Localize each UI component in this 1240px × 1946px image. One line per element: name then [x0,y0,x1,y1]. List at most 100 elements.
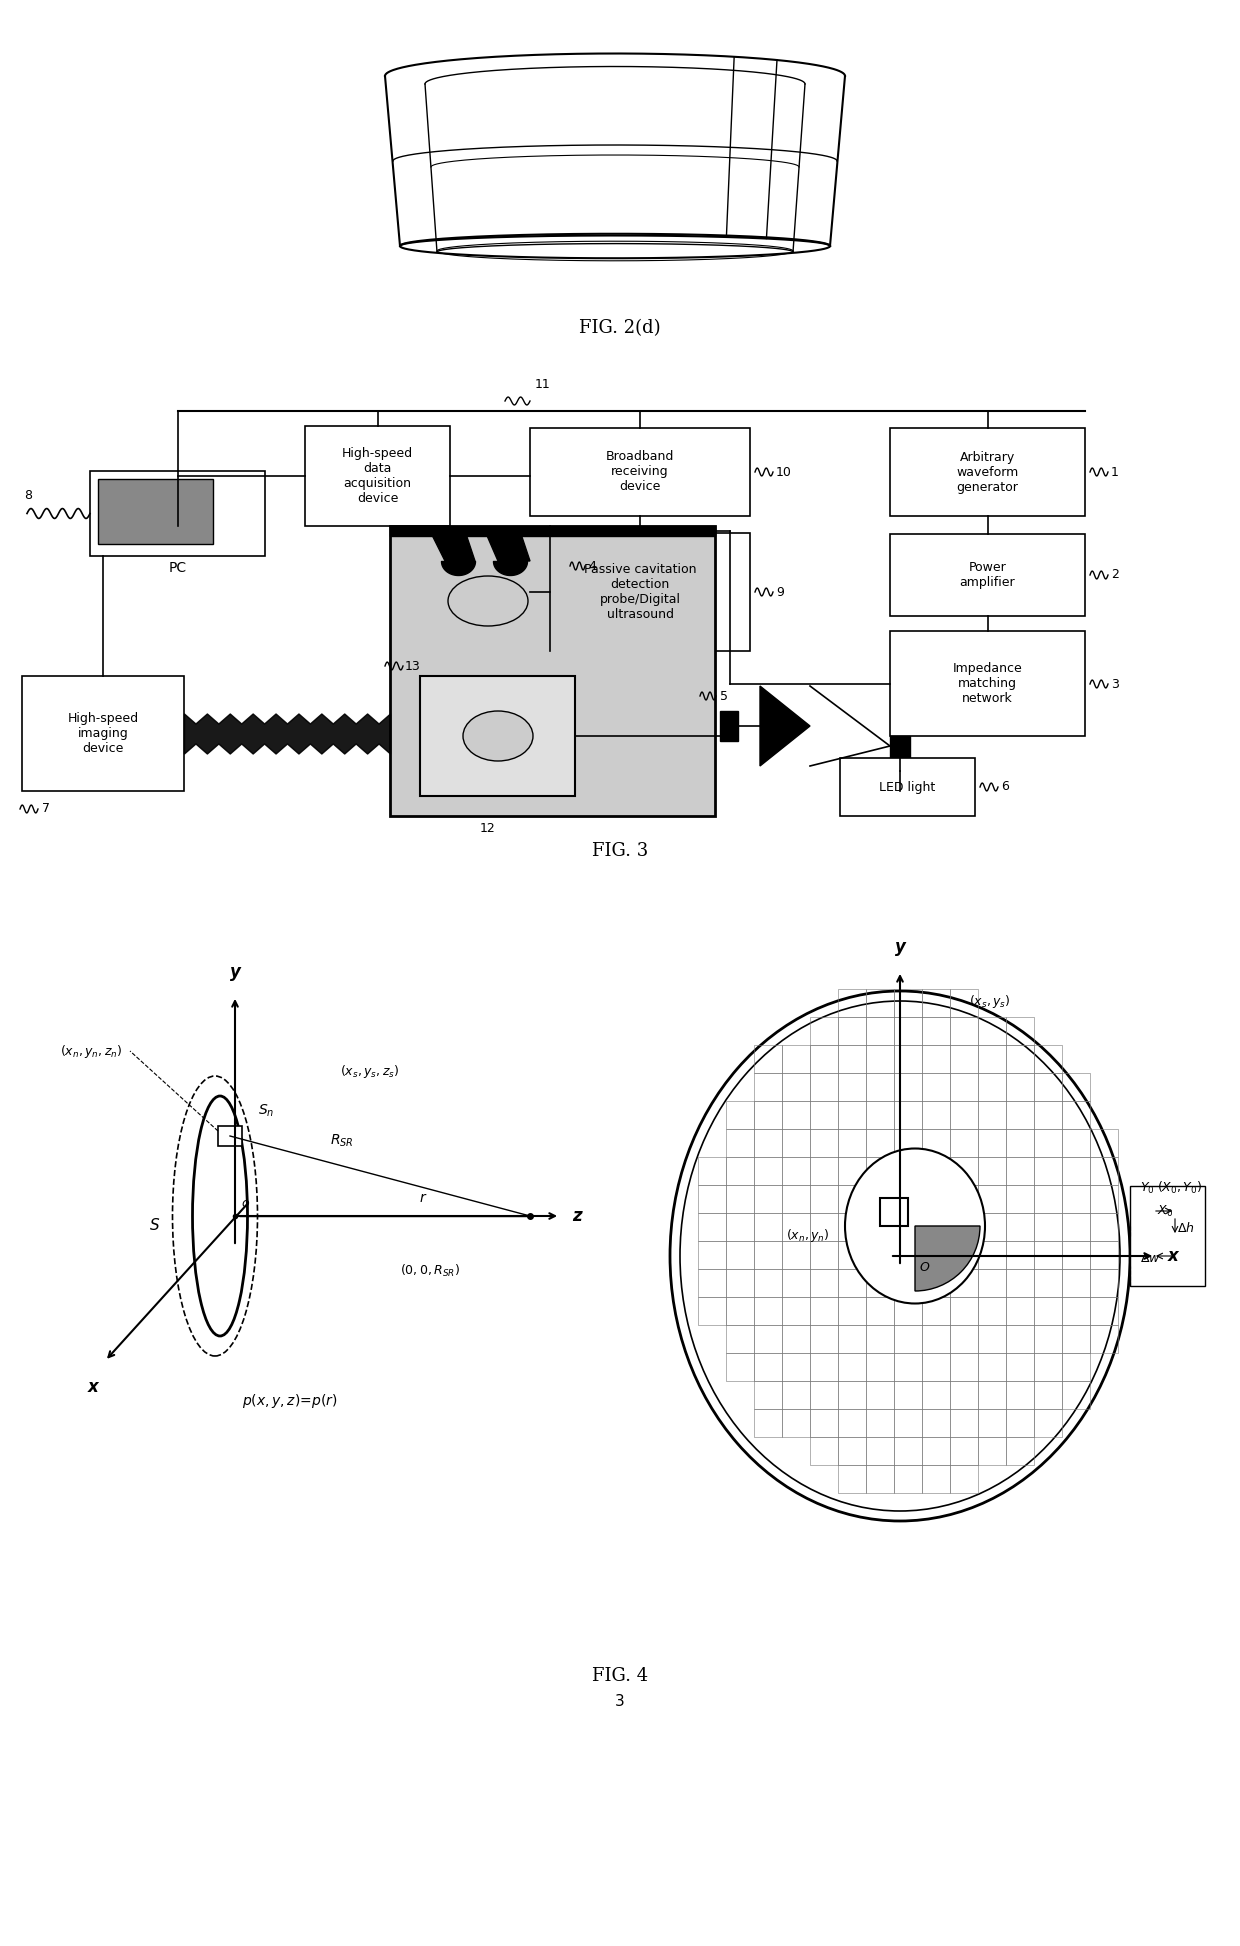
Text: 13: 13 [405,660,420,673]
Bar [923,1158,950,1185]
Bar [725,1129,754,1158]
Text: 1: 1 [1111,465,1118,479]
Bar [923,1436,950,1465]
Bar [866,1101,894,1129]
Bar [838,1101,866,1129]
Bar [782,1382,810,1409]
Bar [894,1185,923,1212]
Text: $X_0$: $X_0$ [1157,1203,1173,1218]
Bar [950,1072,978,1101]
Bar [950,1101,978,1129]
Bar [866,1212,894,1242]
Bar [782,1212,810,1242]
Bar [950,1409,978,1436]
Bar [838,1325,866,1352]
Bar [810,1045,838,1072]
Text: Arbitrary
waveform
generator: Arbitrary waveform generator [956,451,1018,494]
Bar [923,1242,950,1269]
Bar [1006,1352,1034,1382]
Bar [978,1212,1006,1242]
Bar [978,1101,1006,1129]
Text: $(x_n, y_n)$: $(x_n, y_n)$ [786,1228,830,1245]
Bar [923,1269,950,1296]
Bar [950,1185,978,1212]
Bar [978,1382,1006,1409]
Bar [978,1129,1006,1158]
Bar [890,631,1085,736]
Text: x: x [1168,1247,1179,1265]
Bar [1034,1212,1061,1242]
Bar [1061,1185,1090,1212]
Bar [838,1296,866,1325]
Bar [923,989,950,1018]
Bar [1006,1269,1034,1296]
Bar [894,1212,923,1242]
Bar [838,1185,866,1212]
Bar [1006,1072,1034,1101]
Bar [923,1465,950,1493]
Bar [1006,1436,1034,1465]
Bar [1006,1242,1034,1269]
Bar [1034,1382,1061,1409]
Bar [1090,1296,1118,1325]
Text: 10: 10 [776,465,792,479]
Text: FIG. 3: FIG. 3 [591,843,649,860]
Bar [1061,1158,1090,1185]
Bar [810,1296,838,1325]
Ellipse shape [670,991,1130,1522]
Bar [1034,1296,1061,1325]
Polygon shape [485,531,529,560]
Bar [866,1018,894,1045]
Bar [1090,1269,1118,1296]
Bar [838,1436,866,1465]
Bar [1034,1409,1061,1436]
Bar [838,1352,866,1382]
Bar [866,1382,894,1409]
Bar [1130,1185,1205,1286]
Bar [950,1436,978,1465]
Bar [1006,1212,1034,1242]
Bar [1034,1352,1061,1382]
Bar [838,1129,866,1158]
Bar [725,1296,754,1325]
Text: 3: 3 [615,1693,625,1709]
Bar [1061,1242,1090,1269]
Bar [894,1296,923,1325]
Bar [1034,1158,1061,1185]
Bar [866,1352,894,1382]
Text: LED light: LED light [879,780,936,794]
Bar [950,1325,978,1352]
Bar [1061,1101,1090,1129]
Text: 5: 5 [720,689,728,703]
Text: Power
amplifier: Power amplifier [960,560,1016,590]
Ellipse shape [844,1148,985,1304]
Bar [754,1212,782,1242]
Bar [1090,1212,1118,1242]
Bar [754,1242,782,1269]
Bar [838,1158,866,1185]
Text: High-speed
imaging
device: High-speed imaging device [67,712,139,755]
Bar [725,1269,754,1296]
Bar [698,1212,725,1242]
Text: 9: 9 [776,586,784,599]
Bar [866,989,894,1018]
Bar [923,1072,950,1101]
Bar [894,1269,923,1296]
Bar [754,1269,782,1296]
Bar [978,1325,1006,1352]
Bar [725,1185,754,1212]
Bar [782,1242,810,1269]
Bar [725,1212,754,1242]
Bar [810,1352,838,1382]
Text: $S_n$: $S_n$ [258,1103,274,1119]
Bar [754,1325,782,1352]
Bar [894,1158,923,1185]
Text: S: S [150,1218,160,1234]
Bar [810,1436,838,1465]
Bar [950,1465,978,1493]
Bar [866,1436,894,1465]
Text: 2: 2 [1111,568,1118,582]
Bar [1061,1325,1090,1352]
Bar [1090,1325,1118,1352]
Bar [1006,1325,1034,1352]
